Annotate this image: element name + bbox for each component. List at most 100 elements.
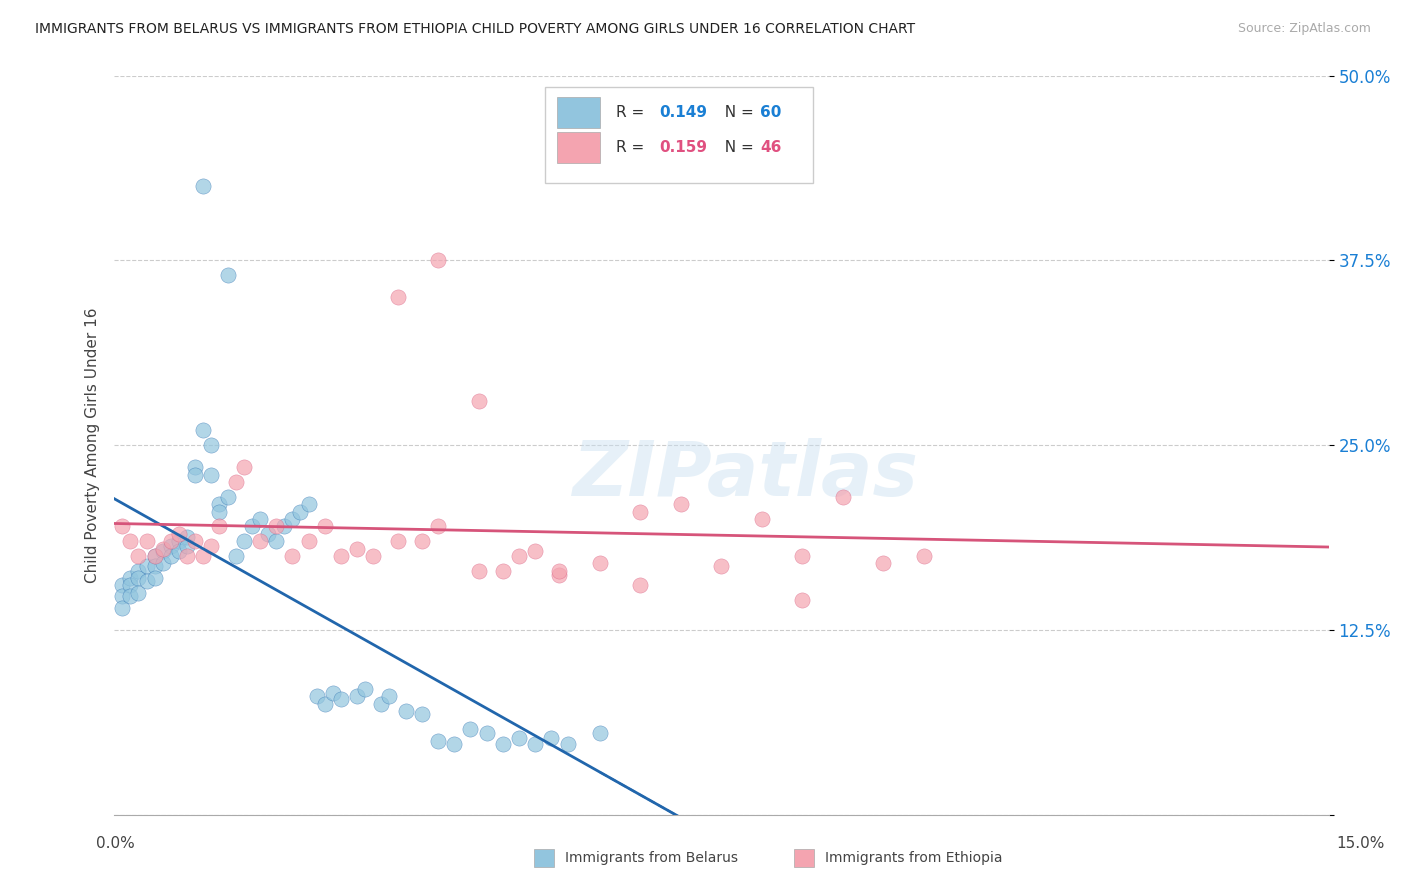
Point: [492, 564, 515, 578]
Point: [460, 722, 482, 736]
Text: 15.0%: 15.0%: [1337, 836, 1385, 851]
Point: [176, 539, 198, 553]
Point: [111, 578, 134, 592]
Text: 0.0%: 0.0%: [96, 836, 135, 851]
Point: [314, 519, 336, 533]
Point: [232, 460, 254, 475]
Y-axis label: Child Poverty Among Girls Under 16: Child Poverty Among Girls Under 16: [86, 307, 100, 582]
Point: [135, 559, 157, 574]
Point: [395, 704, 418, 718]
Text: Source: ZipAtlas.com: Source: ZipAtlas.com: [1237, 22, 1371, 36]
Point: [264, 534, 287, 549]
Point: [217, 490, 239, 504]
Text: R =: R =: [616, 105, 650, 120]
Point: [184, 467, 207, 482]
Point: [120, 578, 142, 592]
Point: [249, 534, 271, 549]
Point: [200, 438, 222, 452]
Point: [630, 578, 652, 592]
Point: [160, 534, 183, 549]
Point: [305, 690, 328, 704]
Text: 60: 60: [761, 105, 782, 120]
Text: 46: 46: [761, 140, 782, 154]
Text: 0.159: 0.159: [659, 140, 707, 154]
Point: [792, 593, 814, 607]
Point: [589, 726, 612, 740]
Point: [540, 731, 562, 745]
Point: [297, 534, 319, 549]
Point: [249, 512, 271, 526]
Point: [127, 549, 149, 563]
Point: [127, 586, 149, 600]
Point: [120, 534, 142, 549]
Point: [669, 497, 692, 511]
Point: [257, 526, 280, 541]
Point: [329, 549, 352, 563]
Text: N =: N =: [716, 105, 759, 120]
Point: [557, 737, 579, 751]
Point: [378, 690, 401, 704]
Point: [427, 733, 450, 747]
Point: [314, 697, 336, 711]
Point: [290, 504, 312, 518]
Point: [387, 534, 409, 549]
Point: [912, 549, 935, 563]
Point: [264, 519, 287, 533]
Point: [143, 549, 166, 563]
Point: [387, 290, 409, 304]
Point: [370, 697, 392, 711]
Point: [217, 268, 239, 282]
Point: [208, 519, 231, 533]
Point: [872, 556, 894, 570]
Point: [152, 556, 174, 570]
Point: [111, 600, 134, 615]
Point: [200, 467, 222, 482]
Point: [630, 504, 652, 518]
Text: Immigrants from Belarus: Immigrants from Belarus: [565, 851, 738, 865]
Point: [475, 726, 498, 740]
Point: [200, 539, 222, 553]
Point: [120, 571, 142, 585]
FancyBboxPatch shape: [557, 132, 600, 162]
Point: [751, 512, 773, 526]
Point: [193, 179, 215, 194]
FancyBboxPatch shape: [557, 97, 600, 128]
Point: [548, 564, 571, 578]
Point: [135, 574, 157, 588]
Text: Immigrants from Ethiopia: Immigrants from Ethiopia: [825, 851, 1002, 865]
Point: [361, 549, 384, 563]
Point: [427, 519, 450, 533]
Text: ZIPatlas: ZIPatlas: [572, 438, 918, 512]
Point: [346, 690, 368, 704]
Text: R =: R =: [616, 140, 650, 154]
Point: [297, 497, 319, 511]
Point: [346, 541, 368, 556]
Point: [135, 534, 157, 549]
Point: [152, 541, 174, 556]
Point: [208, 497, 231, 511]
Point: [160, 539, 183, 553]
Point: [792, 549, 814, 563]
Point: [232, 534, 254, 549]
Point: [322, 686, 344, 700]
Point: [143, 549, 166, 563]
Point: [548, 568, 571, 582]
Point: [443, 737, 465, 751]
Point: [225, 549, 247, 563]
Point: [167, 534, 190, 549]
Point: [176, 549, 198, 563]
Point: [281, 512, 304, 526]
Point: [120, 589, 142, 603]
Point: [589, 556, 612, 570]
Point: [831, 490, 853, 504]
Point: [160, 549, 183, 563]
Text: 0.149: 0.149: [659, 105, 707, 120]
Text: N =: N =: [716, 140, 759, 154]
Point: [710, 559, 733, 574]
Point: [167, 526, 190, 541]
Point: [208, 504, 231, 518]
Text: IMMIGRANTS FROM BELARUS VS IMMIGRANTS FROM ETHIOPIA CHILD POVERTY AMONG GIRLS UN: IMMIGRANTS FROM BELARUS VS IMMIGRANTS FR…: [35, 22, 915, 37]
Point: [240, 519, 263, 533]
Point: [127, 564, 149, 578]
Point: [193, 549, 215, 563]
